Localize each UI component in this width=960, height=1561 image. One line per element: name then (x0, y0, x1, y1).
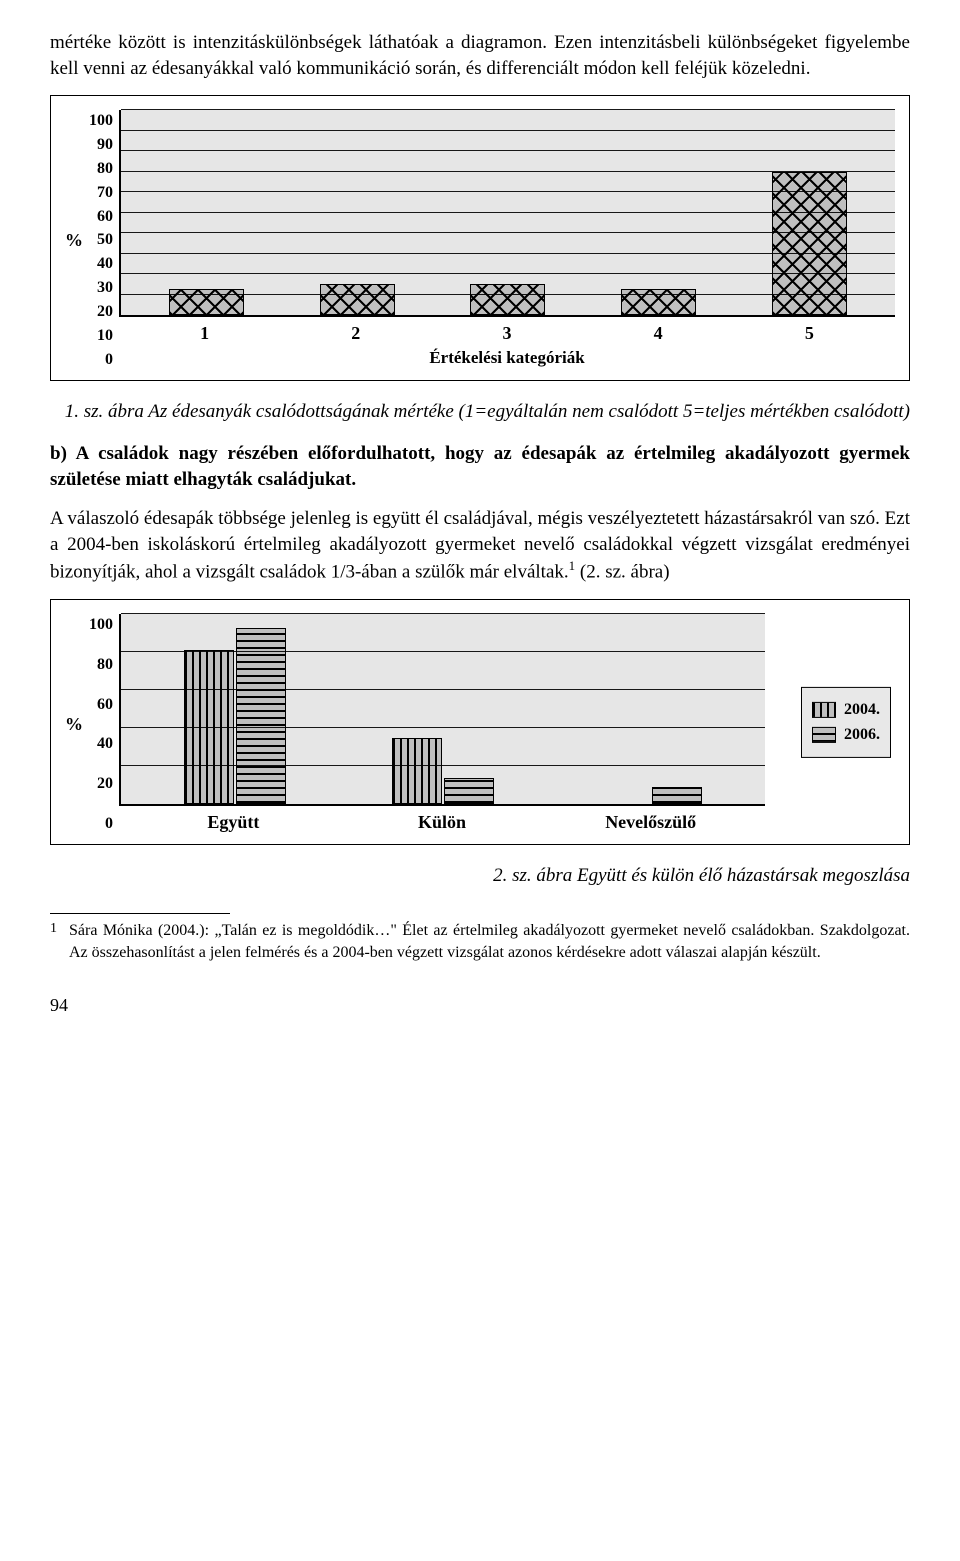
chart-1-y-tick: 20 (89, 301, 113, 323)
paragraph-bold-b: b) A családok nagy részében előfordulhat… (50, 441, 910, 492)
footnote-rule (50, 913, 230, 914)
chart-1-x-labels: 1 2 3 4 5 (119, 317, 895, 345)
chart-2-legend: 2004. 2006. (801, 687, 891, 757)
chart-2-legend-item: 2006. (812, 724, 880, 746)
chart-1-bar (320, 284, 395, 315)
chart-2-x-label: Együtt (129, 810, 338, 834)
chart-2-legend-swatch (812, 727, 836, 743)
chart-1-y-tick: 40 (89, 253, 113, 275)
chart-2-frame: % 100 80 60 40 20 0 EgyüttKülönNevelőszülő 20… (50, 599, 910, 845)
chart-1-y-tick: 30 (89, 277, 113, 299)
chart-1-x-label: 2 (308, 321, 403, 345)
chart-1-x-title: Értékelési kategóriák (119, 347, 895, 370)
chart-1-y-tick: 60 (89, 206, 113, 228)
chart-2-legend-item: 2004. (812, 699, 880, 721)
page-number: 94 (50, 993, 910, 1017)
footnote-text: Sára Mónika (2004.): „Talán ez is megold… (69, 920, 910, 963)
chart-1-bar (470, 284, 545, 315)
chart-2-y-label: % (65, 614, 89, 834)
chart-2-legend-swatch (812, 702, 836, 718)
chart-1-y-tick: 0 (89, 349, 113, 371)
chart-1-y-tick: 70 (89, 182, 113, 204)
paragraph-intro: mértéke között is intenzitáskülönbségek … (50, 30, 910, 81)
chart-2-y-tick: 20 (89, 773, 113, 795)
chart-1-y-tick: 50 (89, 229, 113, 251)
chart-1-y-tick: 10 (89, 325, 113, 347)
paragraph-body: A válaszoló édesapák többsége jelenleg i… (50, 506, 910, 585)
chart-1-x-label: 3 (459, 321, 554, 345)
chart-2-x-label: Külön (338, 810, 547, 834)
chart-1-y-label: % (65, 110, 89, 370)
chart-2-y-tick: 60 (89, 694, 113, 716)
chart-2-plot-area (119, 614, 765, 806)
chart-1-x-label: 5 (762, 321, 857, 345)
chart-1-frame: % 1009080706050403020100 12345 Értékelés… (50, 95, 910, 381)
paragraph-body-text-a: A válaszoló édesapák többsége jelenleg i… (50, 508, 910, 583)
chart-1-x-label: 1 (157, 321, 252, 345)
chart-2-y-tick: 80 (89, 654, 113, 676)
chart-1-plot-area (119, 110, 895, 317)
footnote-number: 1 (50, 920, 57, 963)
chart-2-y-tick: 40 (89, 733, 113, 755)
chart-2-bar (236, 628, 286, 804)
chart-1-x-label: 4 (611, 321, 706, 345)
chart-2-y-tick: 0 (89, 813, 113, 835)
chart-2-bar (392, 738, 442, 804)
chart-1-y-ticks: 1009080706050403020100 (89, 110, 119, 370)
chart-2-y-ticks: 100 80 60 40 20 0 (89, 614, 119, 834)
chart-1-y-tick: 80 (89, 158, 113, 180)
chart-2-x-labels: EgyüttKülönNevelőszülő (119, 806, 765, 834)
chart-1-caption: 1. sz. ábra Az édesanyák csalódottságána… (50, 399, 910, 425)
paragraph-body-text-b: (2. sz. ábra) (575, 562, 669, 583)
chart-2-legend-label: 2004. (844, 699, 880, 721)
chart-2-bar (652, 787, 702, 805)
chart-2-bar (444, 778, 494, 804)
footnote: 1 Sára Mónika (2004.): „Talán ez is mego… (50, 920, 910, 963)
chart-2-x-label: Nevelőszülő (546, 810, 755, 834)
chart-2-y-tick: 100 (89, 614, 113, 636)
chart-2-caption: 2. sz. ábra Együtt és külön élő házastár… (50, 863, 910, 889)
chart-1-y-tick: 90 (89, 134, 113, 156)
chart-2-legend-label: 2006. (844, 724, 880, 746)
chart-1-y-tick: 100 (89, 110, 113, 132)
